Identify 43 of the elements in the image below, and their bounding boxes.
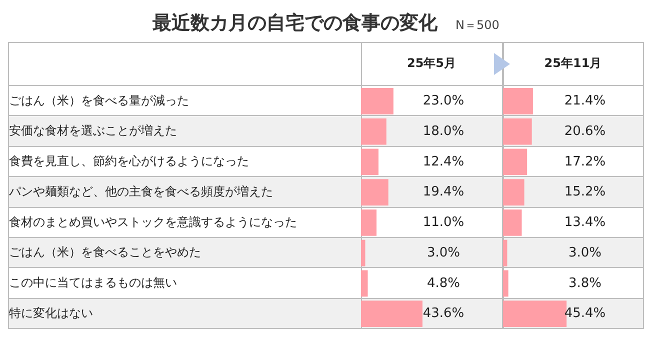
- data-label: 18.0%: [422, 124, 464, 139]
- bar: [361, 270, 368, 297]
- bar: [361, 148, 378, 176]
- series-label: 25年5月: [406, 56, 456, 70]
- series-label: 25年11月: [544, 56, 602, 70]
- y-tick-label: この中に当てはまるものは無い: [9, 276, 177, 290]
- data-label: 13.4%: [564, 215, 606, 230]
- bar: [503, 179, 524, 206]
- data-label: 43.6%: [422, 306, 464, 322]
- y-tick-label: ごはん（米）を食べる量が減った: [9, 93, 189, 108]
- bar: [503, 148, 528, 176]
- chart-subtitle: N＝500: [456, 18, 500, 32]
- y-tick-label: 特に変化はない: [9, 306, 93, 320]
- data-label: 19.4%: [422, 184, 464, 200]
- bar: [361, 179, 388, 206]
- data-label: 3.0%: [568, 245, 602, 260]
- chart-title: 最近数カ月の自宅での食事の変化: [152, 12, 438, 34]
- bar: [503, 209, 522, 236]
- bar: [361, 209, 377, 236]
- y-tick-label: 安価な食材を選ぶことが増えた: [9, 124, 177, 138]
- bar: [361, 88, 394, 114]
- bar: [361, 240, 366, 266]
- y-tick-label: 食材のまとめ買いやストックを意識するようになった: [9, 214, 297, 229]
- data-label: 45.4%: [564, 306, 606, 322]
- data-label: 17.2%: [564, 154, 606, 170]
- data-label: 12.4%: [422, 154, 464, 170]
- y-tick-label: 食費を見直し、節約を心がけるようになった: [9, 154, 249, 168]
- bar: [503, 270, 508, 297]
- bar: [503, 88, 533, 114]
- data-label: 4.8%: [426, 276, 460, 291]
- bar: [361, 118, 386, 145]
- bar: [503, 240, 508, 266]
- y-tick-label: ごはん（米）を食べることをやめた: [9, 245, 201, 260]
- y-tick-label: パンや麺類など、他の主食を食べる頻度が増えた: [8, 184, 273, 198]
- bar: [361, 300, 422, 328]
- data-label: 15.2%: [564, 184, 606, 200]
- data-label: 23.0%: [422, 94, 464, 109]
- data-label: 3.0%: [426, 245, 460, 260]
- data-label: 3.8%: [568, 276, 602, 291]
- bar: [503, 118, 532, 145]
- data-label: 11.0%: [422, 215, 464, 230]
- data-label: 20.6%: [564, 124, 606, 139]
- data-label: 21.4%: [564, 94, 606, 109]
